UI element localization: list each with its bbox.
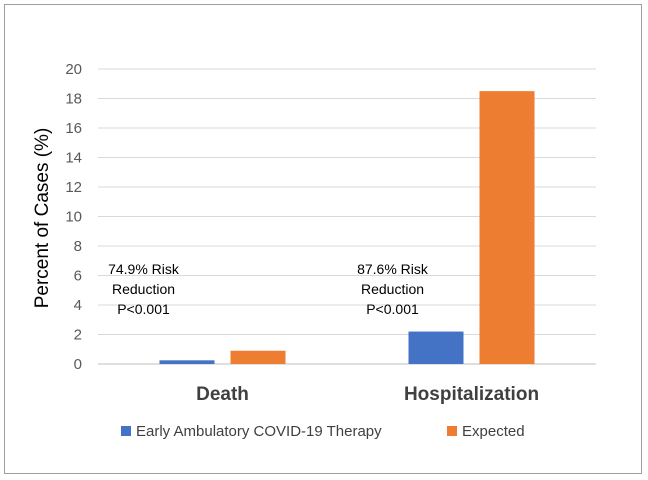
y-tick-label: 12 [65,179,82,196]
legend-label: Expected [462,423,525,440]
annotations: 74.9% Risk Reduction P<0.001 87.6% Risk Redu… [108,261,429,317]
x-axis-categories: Death Hospitalization [196,384,539,405]
bar-death-series-2 [230,350,286,364]
annotation-line: 87.6% Risk [357,261,429,277]
bars [159,91,535,364]
legend-swatch [447,426,457,436]
y-tick-label: 20 [65,61,82,78]
y-tick-label: 6 [74,268,82,285]
annotation-line: 74.9% Risk [108,261,180,277]
legend-label: Early Ambulatory COVID-19 Therapy [136,423,382,440]
bar-death-series-1 [159,360,215,364]
legend-swatch [121,426,131,436]
y-tick-label: 16 [65,120,82,137]
chart-frame [4,4,642,474]
annotation-line: P<0.001 [117,301,170,317]
bar-hospitalization-series-1 [408,331,464,364]
annotation-line: P<0.001 [366,301,419,317]
x-category-label: Death [196,384,249,405]
y-tick-label: 4 [74,297,82,314]
annotation-line: Reduction [112,281,175,297]
y-tick-label: 18 [65,91,82,108]
y-tick-label: 8 [74,238,82,255]
y-axis-label: Percent of Cases (%) [32,128,53,309]
y-tick-label: 14 [65,150,82,167]
y-tick-label: 2 [74,327,82,344]
annotation-line: Reduction [361,281,424,297]
y-tick-label: 0 [74,356,82,373]
x-category-label: Hospitalization [404,384,539,405]
bar-hospitalization-series-2 [479,91,535,364]
y-tick-label: 10 [65,209,82,226]
y-axis-ticks: 0 2 4 6 8 10 12 14 16 18 20 [65,61,82,373]
legend: Early Ambulatory COVID-19 Therapy Expecte… [121,423,525,440]
